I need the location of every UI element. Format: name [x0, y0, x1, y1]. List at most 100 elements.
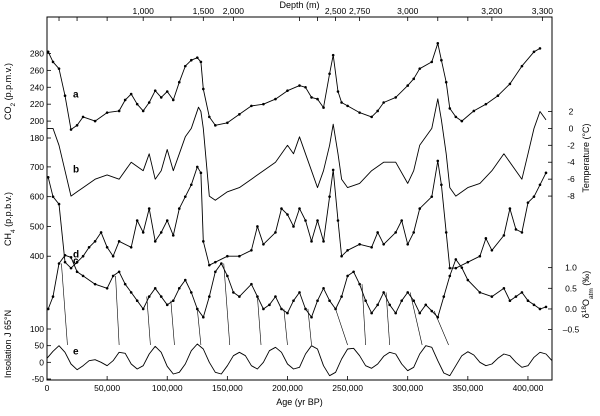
ch4-point — [514, 228, 518, 231]
d18o-point — [544, 305, 548, 309]
temperature-axis-title: Temperature (°C) — [581, 123, 591, 192]
ch4-point — [81, 254, 85, 258]
ch4-point — [69, 266, 73, 270]
co2-point — [238, 113, 241, 116]
d18o-point — [364, 299, 367, 302]
tie-line — [223, 263, 231, 346]
x-tick-label: 100,000 — [152, 383, 183, 393]
ch4-point — [153, 240, 157, 243]
x-axis-title: Age (yr BP) — [276, 397, 323, 407]
co2-point — [105, 111, 109, 114]
ch4-point — [159, 231, 163, 234]
d18o-point — [406, 291, 410, 294]
co2-point — [262, 102, 265, 106]
d18o-point — [256, 295, 259, 298]
axis-title-part: δ — [581, 313, 591, 318]
ch4-point — [195, 165, 199, 169]
d18o-point — [171, 299, 175, 302]
co2-point — [195, 56, 199, 59]
tie-line — [196, 308, 202, 346]
ch4-tick-label: 700 — [30, 162, 44, 172]
d18o-point — [183, 278, 187, 282]
d18o-point — [153, 287, 157, 290]
ch4-point — [238, 254, 241, 258]
d18o-line — [47, 254, 547, 318]
d18o-point — [63, 253, 67, 257]
d18o-point — [220, 262, 223, 265]
co2-point — [63, 94, 67, 98]
panel-label-e: e — [73, 346, 79, 357]
co2-point — [418, 67, 422, 70]
d18o-point — [502, 287, 506, 290]
ch4-point — [310, 240, 313, 243]
ch4-point — [484, 237, 488, 240]
insolation-tick-label: -50 — [32, 374, 45, 384]
ch4-point — [286, 213, 289, 216]
co2-point — [250, 104, 253, 108]
temperature-tick-label: 2 — [569, 106, 574, 116]
d18o-point — [123, 282, 127, 286]
ch4-point — [336, 219, 340, 222]
co2-point — [81, 115, 85, 119]
co2-point — [159, 96, 163, 99]
d18o-point — [226, 274, 229, 278]
tie-line — [361, 284, 366, 346]
d18o-point — [159, 295, 163, 298]
ch4-point — [292, 225, 295, 228]
co2-axis-title: CO2 (p.p.m.v.) — [3, 63, 17, 120]
ch4-point — [406, 243, 410, 246]
d18o-point — [322, 287, 325, 290]
d18o-point — [478, 291, 482, 294]
d18o-point — [177, 287, 181, 290]
ch4-point — [129, 245, 133, 249]
co2-point — [69, 128, 73, 131]
ch4-point — [202, 240, 205, 243]
ch4-point — [454, 266, 458, 270]
ch4-point — [256, 225, 259, 228]
ch4-point — [328, 195, 331, 198]
top-tick-label: 3,000 — [397, 6, 419, 16]
panel-label-a: a — [73, 90, 79, 101]
d18o-point — [514, 295, 518, 298]
x-tick-label: 200,000 — [272, 383, 303, 393]
d18o-point — [304, 307, 307, 311]
ch4-point — [412, 231, 416, 234]
axis-title-part: (p.p.m.v.) — [3, 63, 13, 103]
insolation-tick-label: 50 — [35, 341, 45, 351]
co2-point — [183, 64, 187, 68]
series-layer: a b cd e — [46, 42, 553, 377]
axis-title-part: 4 — [10, 229, 17, 233]
ch4-point — [298, 207, 301, 210]
d18o-point — [135, 299, 139, 302]
co2-point — [472, 109, 476, 113]
x-tick-label: 250,000 — [332, 383, 363, 393]
axis-title-part: 2 — [10, 102, 17, 106]
ch4-point — [448, 266, 452, 270]
d18o-point — [298, 291, 301, 294]
panel-label-c: c — [73, 256, 79, 267]
series-d18o: d — [46, 249, 548, 319]
axis-title-part: (p.p.b.v.) — [3, 192, 13, 229]
co2-point — [51, 60, 55, 64]
d18o-point — [424, 303, 428, 307]
temperature-tick-label: -6 — [567, 174, 575, 184]
ch4-point — [57, 202, 61, 206]
co2-tick-label: 200 — [30, 116, 44, 126]
ch4-point — [199, 171, 203, 175]
ch4-point — [394, 231, 397, 234]
ch4-point — [117, 240, 121, 243]
d18o-point — [195, 307, 199, 311]
axis-title-part: CO — [3, 106, 13, 120]
co2-point — [336, 90, 340, 93]
ch4-point — [502, 234, 506, 237]
top-tick-label: 1,000 — [133, 6, 155, 16]
ch4-point — [208, 263, 211, 267]
axis-title-part: atm — [588, 288, 595, 299]
ch4-point — [340, 254, 343, 258]
co2-point — [440, 58, 443, 62]
ch4-point — [358, 243, 361, 246]
ch4-point — [189, 183, 193, 187]
top-tick-label: 3,200 — [481, 6, 503, 16]
d18o-point — [526, 299, 530, 302]
co2-point — [274, 97, 277, 101]
